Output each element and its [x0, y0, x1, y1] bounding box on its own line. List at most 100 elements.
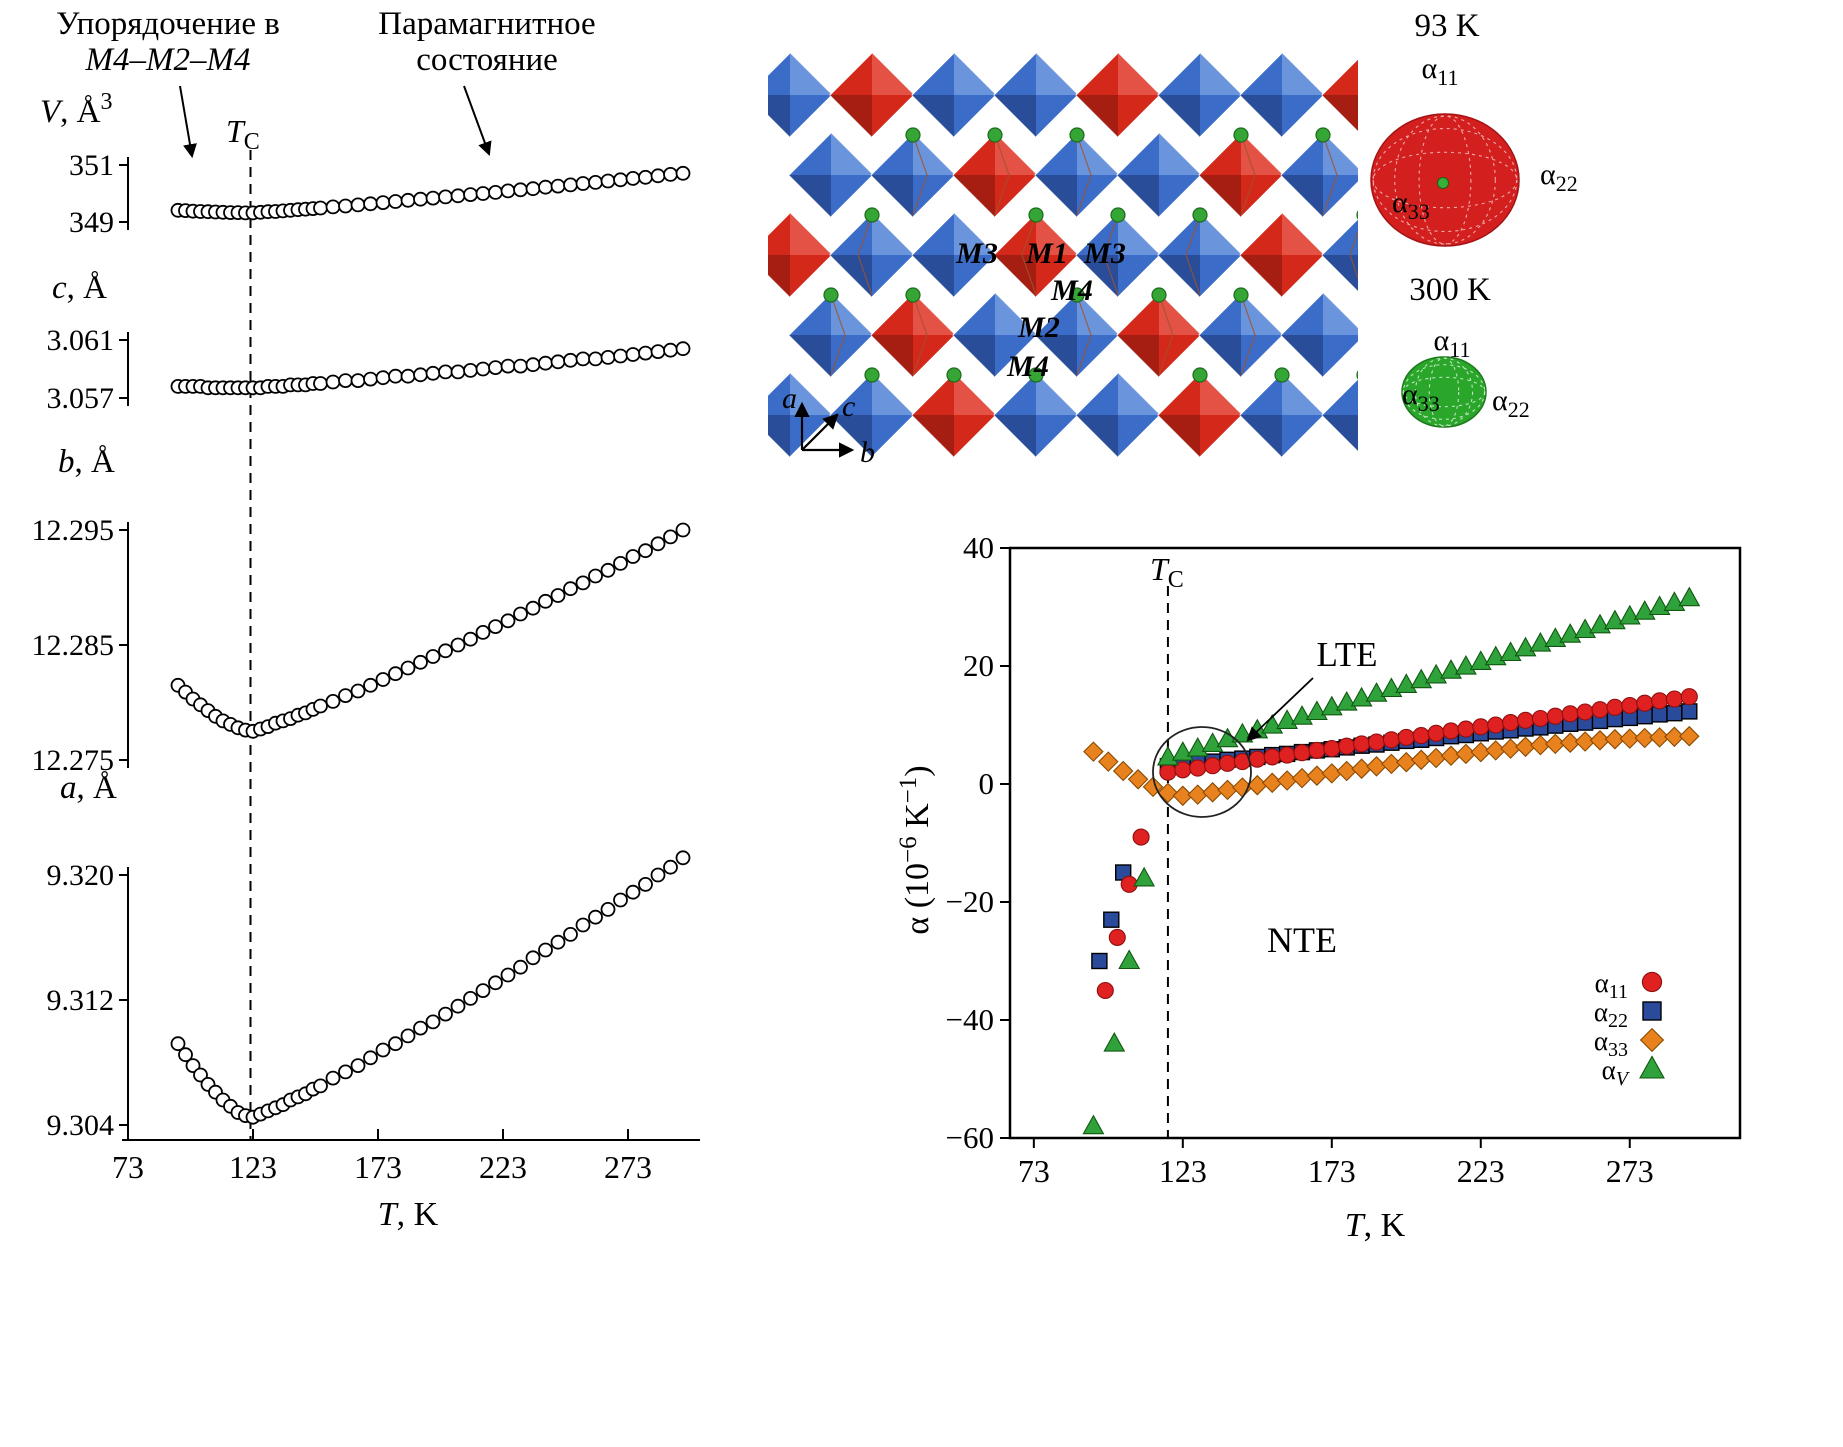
- center-atom: [1437, 177, 1449, 189]
- data-point-V: [450, 188, 466, 204]
- data-point-a: [500, 967, 516, 983]
- data-point-a: [313, 1078, 328, 1094]
- legend-label: αV: [1602, 1055, 1631, 1090]
- bond-chain: [912, 294, 928, 376]
- bond-chain: [1240, 294, 1256, 376]
- ellipsoid-93-alpha22-label: α22: [1540, 158, 1578, 196]
- data-point-c: [550, 354, 566, 370]
- metal-atom: [987, 127, 1003, 143]
- data-point-a: [185, 1058, 201, 1073]
- α11-marker: [1323, 740, 1341, 758]
- ellipsoid-parallel: [1372, 151, 1518, 209]
- α33-marker: [1276, 770, 1298, 791]
- metal-atom: [1192, 207, 1208, 223]
- data-point-c: [363, 371, 378, 387]
- data-point-V: [538, 179, 553, 195]
- data-point-b: [638, 543, 653, 559]
- data-point-c: [613, 348, 628, 364]
- legend-label: α22: [1594, 997, 1628, 1032]
- data-point-b: [363, 677, 378, 693]
- alpha-plot-panel: −60 −40 −20 0 20 40 73 123 173 223 273 α (10−6 K−1…: [895, 530, 1742, 1244]
- data-point-V: [388, 194, 403, 209]
- data-point-V: [513, 182, 528, 198]
- data-point-c: [500, 358, 516, 374]
- metal-atom: [1356, 210, 1358, 220]
- data-point-b: [525, 600, 541, 616]
- y-tick-label: −40: [946, 1002, 994, 1037]
- axis-a-label: a: [782, 382, 797, 415]
- α11-marker: [1293, 744, 1311, 762]
- data-point-c: [350, 373, 366, 389]
- data-point-b: [563, 581, 578, 597]
- data-point-b: [600, 562, 616, 578]
- α33-marker: [1172, 785, 1194, 807]
- data-point-b: [663, 529, 678, 545]
- α33-marker: [1425, 747, 1447, 769]
- data-point-b: [388, 666, 403, 682]
- x-tick-label: 273: [1606, 1153, 1654, 1189]
- bond-chain: [1240, 134, 1256, 216]
- α33-marker: [1112, 760, 1134, 782]
- data-point-V: [375, 195, 391, 211]
- annotation-paramagnetic-line1: Парамагнитное: [378, 6, 595, 42]
- bond-chain: [1021, 214, 1037, 296]
- α11-marker: [1606, 698, 1624, 716]
- x-tick-label: 223: [1457, 1153, 1505, 1189]
- α33-marker: [1649, 727, 1670, 748]
- data-point-c: [513, 358, 528, 374]
- data-point-V: [650, 168, 666, 184]
- metal-atom: [1069, 287, 1085, 303]
- data-point-c: [338, 373, 353, 389]
- annotation-paramagnetic-line2: состояние: [416, 42, 558, 78]
- y-tick-label: 40: [963, 530, 994, 565]
- bond-chain: [1076, 294, 1092, 376]
- αV-marker: [1082, 1114, 1105, 1135]
- data-point-a: [438, 1006, 453, 1022]
- panel-label-a: a, Å: [60, 769, 117, 806]
- α33-marker: [1202, 782, 1223, 803]
- data-point-b: [500, 613, 516, 629]
- α11-marker: [1382, 731, 1400, 749]
- metal-atom: [1274, 367, 1290, 383]
- α33-marker: [1664, 726, 1685, 748]
- data-point-c: [663, 342, 678, 358]
- α33-marker: [1098, 751, 1119, 772]
- annotation-ordering-line2: M4–M2–M4: [85, 42, 251, 78]
- data-point-V: [338, 198, 353, 214]
- data-point-c: [413, 367, 428, 383]
- data-point-c: [313, 376, 328, 391]
- data-point-b: [438, 643, 453, 659]
- α11-marker: [1427, 724, 1445, 742]
- data-point-V: [500, 183, 516, 199]
- site-label-M4: M4: [1006, 350, 1049, 383]
- data-point-a: [170, 1036, 186, 1052]
- alpha-ylabel: α (10−6 K−1): [895, 765, 936, 934]
- x-tick-label: 73: [112, 1149, 144, 1185]
- αV-marker: [1103, 1031, 1126, 1052]
- axis-c-arrow: [801, 413, 839, 451]
- α11-marker: [1132, 828, 1150, 846]
- α22-marker: [1103, 911, 1120, 928]
- data-point-V: [438, 189, 453, 205]
- data-point-c: [375, 370, 391, 386]
- data-point-a: [375, 1042, 391, 1058]
- α33-marker: [1127, 769, 1149, 790]
- data-point-V: [600, 173, 616, 189]
- data-point-b: [338, 688, 353, 703]
- data-point-V: [575, 176, 591, 191]
- data-point-a: [193, 1067, 208, 1083]
- data-point-V: [525, 181, 541, 197]
- metal-atom: [1356, 370, 1358, 380]
- α33-marker: [1083, 741, 1104, 762]
- α33-marker: [1604, 728, 1626, 750]
- α33-marker: [1545, 733, 1566, 755]
- α33-marker: [1679, 725, 1700, 747]
- x-tick-label: 173: [354, 1149, 402, 1185]
- panel-label-c: c, Å: [52, 269, 107, 306]
- data-point-V: [625, 170, 641, 186]
- alpha-plot-layer: −60 −40 −20 0 20 40 73 123 173 223 273: [946, 530, 1742, 1189]
- lte-arrow: [1246, 677, 1314, 742]
- ellipsoid-meridian: [1418, 115, 1472, 245]
- nte-label: NTE: [1267, 920, 1337, 960]
